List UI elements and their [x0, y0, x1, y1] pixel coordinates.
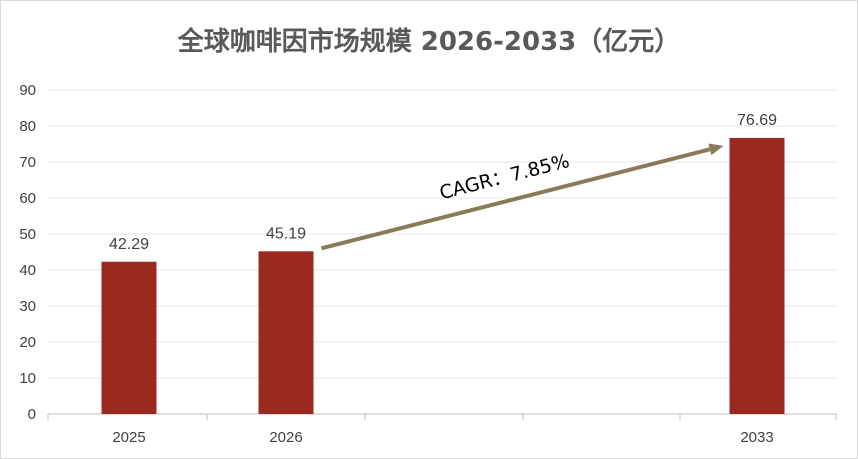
y-tick-label: 0: [28, 406, 36, 423]
bar-2026: [258, 251, 314, 414]
labels: 0 10 20 30 40 50 60 70 80 90 42.29 2025 45.19 2026 76.…: [19, 82, 777, 446]
y-tick-label: 10: [19, 370, 36, 387]
cagr-annotation: CAGR：7.85%: [321, 143, 724, 251]
y-tick-label: 70: [19, 154, 36, 171]
y-tick-label: 90: [19, 82, 36, 99]
bar-2033: [729, 137, 785, 414]
x-tick-label: 2025: [112, 429, 145, 446]
x-tick-label: 2026: [269, 429, 302, 446]
cagr-arrow-head: [708, 143, 724, 156]
y-tick-label: 80: [19, 118, 36, 135]
y-tick-label: 40: [19, 262, 36, 279]
y-tick-label: 50: [19, 226, 36, 243]
data-label: 45.19: [266, 225, 306, 242]
axes: [47, 413, 837, 420]
data-label: 76.69: [737, 112, 777, 129]
y-tick-label: 20: [19, 334, 36, 351]
y-tick-label: 60: [19, 190, 36, 207]
chart-title: 全球咖啡因市场规模 2026-2033（亿元）: [177, 26, 681, 57]
bar-2025: [101, 261, 157, 414]
cagr-arrow-line: [321, 147, 711, 251]
grid-lines: [48, 89, 836, 379]
x-tick-label: 2033: [740, 429, 773, 446]
bars: [101, 137, 785, 414]
y-tick-label: 30: [19, 298, 36, 315]
cagr-label: CAGR：7.85%: [437, 150, 572, 204]
data-label: 42.29: [109, 236, 149, 253]
